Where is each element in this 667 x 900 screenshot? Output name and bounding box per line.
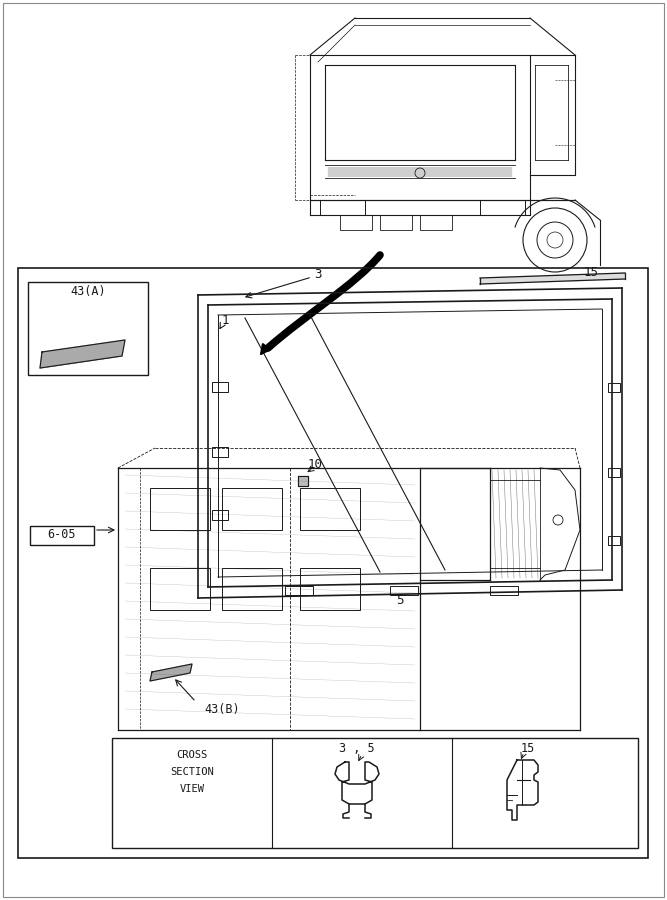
Bar xyxy=(380,215,412,230)
Bar xyxy=(490,586,518,595)
Polygon shape xyxy=(40,340,125,368)
Bar xyxy=(30,526,94,545)
Bar xyxy=(390,586,418,595)
Text: 5: 5 xyxy=(396,593,404,607)
Bar xyxy=(420,215,452,230)
Text: 43(A): 43(A) xyxy=(70,285,106,299)
Bar xyxy=(300,488,360,530)
Polygon shape xyxy=(298,476,308,486)
Bar xyxy=(212,510,228,520)
Text: 1: 1 xyxy=(221,313,229,327)
Bar xyxy=(608,383,620,392)
Polygon shape xyxy=(150,664,192,681)
Text: 3: 3 xyxy=(314,267,321,281)
Text: SECTION: SECTION xyxy=(170,767,214,777)
Bar xyxy=(480,200,525,215)
Bar xyxy=(285,586,313,595)
Bar xyxy=(222,488,282,530)
Bar xyxy=(222,568,282,610)
Bar xyxy=(112,738,638,848)
Text: 43(B): 43(B) xyxy=(204,704,240,716)
Text: 15: 15 xyxy=(521,742,535,754)
Text: 10: 10 xyxy=(307,458,323,472)
Bar xyxy=(150,568,210,610)
Text: 3 , 5: 3 , 5 xyxy=(340,742,375,754)
Bar xyxy=(608,536,620,545)
Bar xyxy=(340,215,372,230)
Bar xyxy=(608,468,620,477)
Polygon shape xyxy=(480,273,625,284)
Text: CROSS: CROSS xyxy=(176,750,207,760)
Bar xyxy=(212,382,228,392)
Text: VIEW: VIEW xyxy=(179,784,205,794)
Bar xyxy=(18,268,648,858)
Text: 6-05: 6-05 xyxy=(48,527,76,541)
Bar xyxy=(300,568,360,610)
Bar xyxy=(150,488,210,530)
Text: 15: 15 xyxy=(584,266,599,280)
Bar xyxy=(320,200,365,215)
Bar xyxy=(212,447,228,457)
Bar xyxy=(28,282,148,375)
